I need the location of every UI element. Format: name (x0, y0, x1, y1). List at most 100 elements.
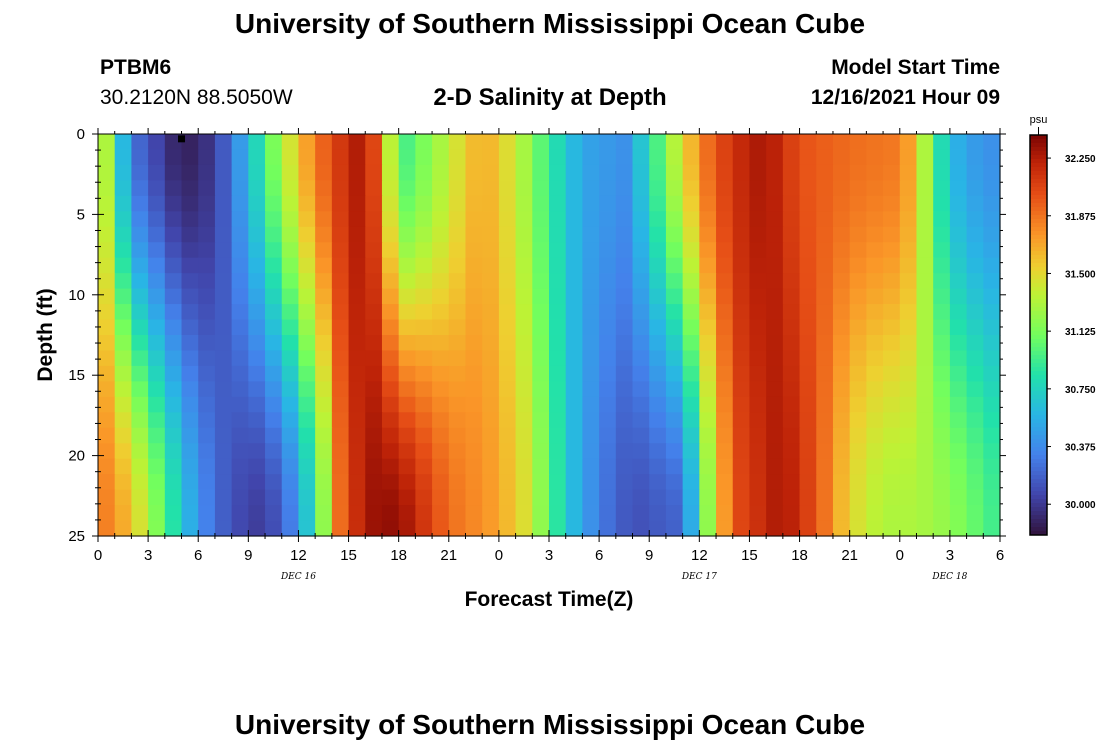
heatmap-cell (933, 164, 951, 181)
heatmap-cell (248, 520, 266, 537)
heatmap-cell (599, 474, 617, 491)
heatmap-cell (799, 443, 817, 460)
heatmap-cell (398, 288, 416, 305)
heatmap-cell (665, 164, 684, 181)
heatmap-cell (498, 458, 517, 475)
colorbar-swatch (1030, 467, 1047, 472)
heatmap-cell (615, 273, 634, 290)
x-tick-label: 6 (194, 547, 202, 564)
heatmap-cell (732, 288, 751, 305)
heatmap-cell (214, 427, 233, 444)
heatmap-cell (615, 257, 634, 274)
heatmap-cell (498, 489, 517, 506)
heatmap-cell (832, 304, 851, 321)
heatmap-cell (582, 443, 600, 460)
colorbar-swatch (1030, 283, 1047, 288)
heatmap-cell (448, 180, 467, 197)
colorbar-swatch (1030, 391, 1047, 396)
heatmap-cell (432, 335, 450, 352)
heatmap-cell (866, 381, 884, 398)
heatmap-cell (799, 288, 817, 305)
heatmap-cell (632, 458, 650, 475)
heatmap-cell (649, 288, 667, 305)
colorbar-swatch (1030, 211, 1047, 216)
heatmap-cell (832, 396, 851, 413)
heatmap-cell (816, 304, 834, 321)
heatmap-cell (432, 427, 450, 444)
heatmap-cell (899, 489, 918, 506)
heatmap-cell (849, 319, 867, 336)
heatmap-cell (549, 319, 567, 336)
heatmap-cell (916, 474, 934, 491)
heatmap-cell (448, 427, 467, 444)
heatmap-cell (281, 474, 300, 491)
heatmap-cell (615, 211, 634, 228)
heatmap-cell (181, 505, 199, 522)
heatmap-cell (432, 242, 450, 259)
heatmap-cell (465, 164, 483, 181)
heatmap-cell (114, 134, 132, 151)
heatmap-cell (515, 520, 533, 537)
heatmap-cell (415, 211, 433, 228)
heatmap-cell (448, 149, 467, 166)
x-tick-label: 21 (841, 547, 858, 564)
colorbar-swatch (1030, 167, 1047, 172)
heatmap-cell (331, 164, 350, 181)
heatmap-cell (515, 443, 533, 460)
colorbar-swatch (1030, 319, 1047, 324)
heatmap-cell (398, 211, 416, 228)
heatmap-cell (699, 458, 717, 475)
heatmap-cell (632, 489, 650, 506)
heatmap-cell (816, 242, 834, 259)
heatmap-cell (114, 304, 132, 321)
heatmap-cell (615, 180, 634, 197)
heatmap-cell (849, 412, 867, 429)
heatmap-cell (365, 489, 383, 506)
heatmap-cell (331, 211, 350, 228)
heatmap-cell (832, 288, 851, 305)
heatmap-cell (832, 505, 851, 522)
heatmap-cell (883, 381, 901, 398)
colorbar-swatch (1030, 183, 1047, 188)
heatmap-cell (231, 180, 249, 197)
heatmap-cell (632, 273, 650, 290)
heatmap-cell (949, 520, 968, 537)
heatmap-cell (131, 489, 149, 506)
heatmap-cell (331, 149, 350, 166)
heatmap-cell (465, 520, 483, 537)
heatmap-cell (749, 304, 767, 321)
heatmap-cell (615, 164, 634, 181)
heatmap-cell (532, 335, 550, 352)
heatmap-cell (565, 134, 583, 151)
heatmap-cell (131, 211, 149, 228)
heatmap-cell (983, 412, 1001, 429)
colorbar-swatch (1030, 235, 1047, 240)
heatmap-cell (515, 242, 533, 259)
heatmap-cell (665, 242, 684, 259)
heatmap-cell (883, 396, 901, 413)
heatmap-cell (298, 180, 316, 197)
heatmap-cell (749, 365, 767, 382)
heatmap-cell (415, 288, 433, 305)
heatmap-cell (816, 319, 834, 336)
heatmap-cell (983, 520, 1001, 537)
heatmap-cell (381, 164, 400, 181)
heatmap-cell (315, 474, 333, 491)
heatmap-cell (816, 288, 834, 305)
heatmap-cell (615, 288, 634, 305)
colorbar-swatch (1030, 367, 1047, 372)
heatmap-cell (799, 257, 817, 274)
heatmap-cell (131, 319, 149, 336)
heatmap-cell (649, 211, 667, 228)
heatmap-cell (365, 365, 383, 382)
colorbar-swatch (1030, 431, 1047, 436)
heatmap-cell (114, 443, 132, 460)
heatmap-cell (515, 304, 533, 321)
heatmap-cell (816, 149, 834, 166)
heatmap-cell (415, 474, 433, 491)
heatmap-cell (248, 288, 266, 305)
heatmap-cell (782, 273, 801, 290)
heatmap-cell (565, 164, 583, 181)
heatmap-cell (298, 195, 316, 212)
heatmap-cell (281, 396, 300, 413)
